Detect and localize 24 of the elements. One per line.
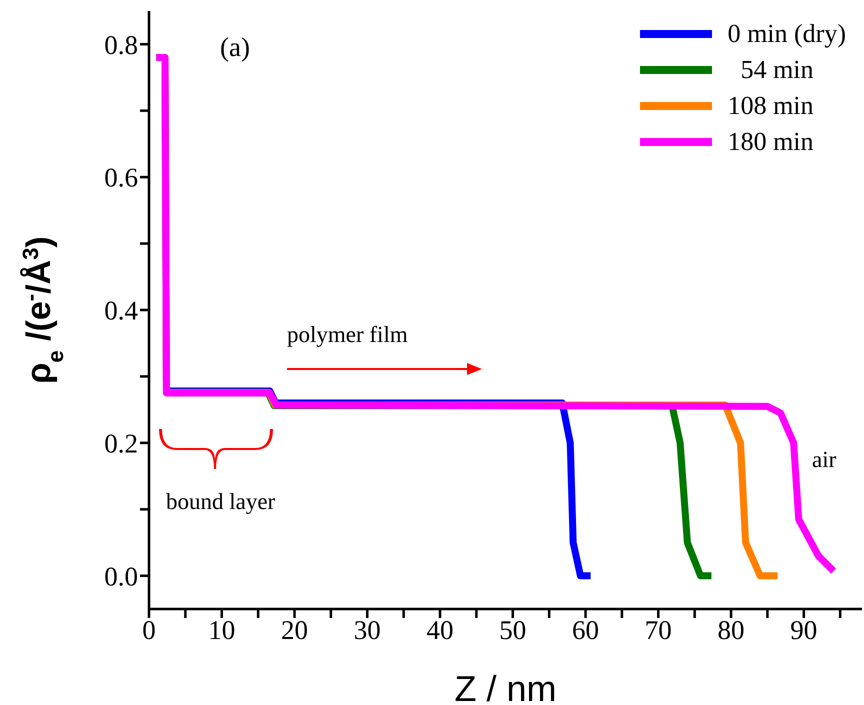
x-tick-label: 10 <box>208 615 236 646</box>
y-tick-label: 0.0 <box>104 561 138 592</box>
x-tick-label: 70 <box>644 615 672 646</box>
x-tick-label: 50 <box>499 615 526 646</box>
annotation: air <box>812 446 836 474</box>
x-tick-label: 20 <box>281 615 308 646</box>
y-tick-label: 0.2 <box>104 428 138 458</box>
annotation: (a) <box>220 31 250 64</box>
y-tick-label: 0.6 <box>104 162 138 193</box>
annotation: bound layer <box>166 488 276 516</box>
x-tick-label: 80 <box>718 615 745 646</box>
x-tick-label: 0 <box>142 615 156 646</box>
x-tick-label: 90 <box>790 615 818 646</box>
x-tick-label: 60 <box>572 615 600 646</box>
annotation: polymer film <box>287 321 408 349</box>
y-tick-label: 0.8 <box>104 30 138 60</box>
x-tick-label: 30 <box>354 615 381 646</box>
legend-label: 108 min <box>728 90 814 122</box>
legend-label: 54 min <box>740 54 814 86</box>
x-tick-label: 40 <box>426 615 454 646</box>
legend-label: 0 min (dry) <box>728 18 846 50</box>
x-axis-title: Z / nm <box>454 668 557 705</box>
y-tick-label: 0.4 <box>104 296 138 326</box>
legend-label: 180 min <box>728 126 814 158</box>
